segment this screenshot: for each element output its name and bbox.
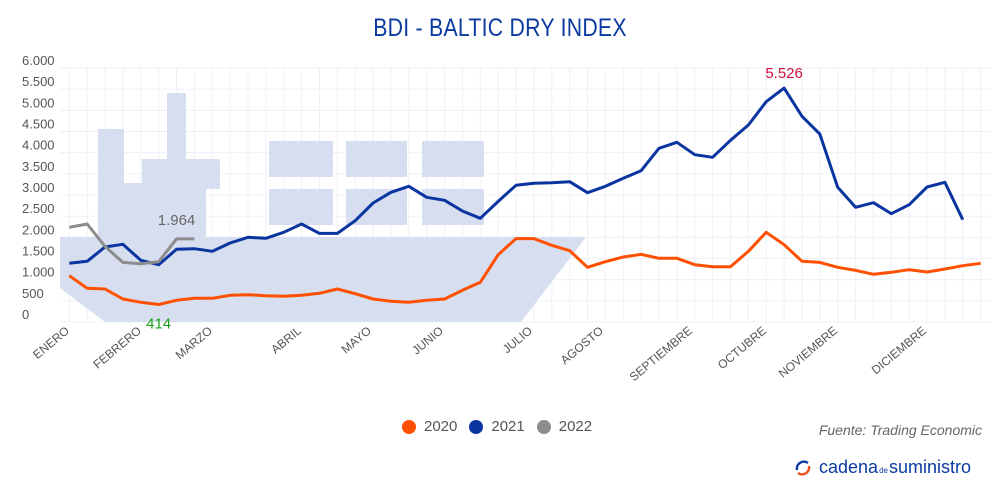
- series-line-2022: [69, 222, 195, 266]
- y-tick-label: 1.000: [22, 265, 55, 280]
- logo-text: suministro: [888, 457, 971, 477]
- data-annotation: 5.526: [765, 65, 803, 82]
- ship-block: [98, 129, 124, 237]
- x-month-label: MARZO: [173, 324, 215, 363]
- y-tick-label: 3.000: [22, 180, 55, 195]
- y-tick-label: 500: [22, 286, 44, 301]
- ship-block: [346, 141, 407, 177]
- x-month-label: JULIO: [500, 324, 535, 357]
- y-tick-label: 2.000: [22, 222, 55, 237]
- ship-block: [269, 189, 333, 225]
- line-chart: 0 500 1.000 1.500 2.000 2.500 3.000 3.500 4.000 4…: [22, 53, 990, 384]
- legend: 2020 2021 2022: [402, 418, 592, 435]
- ship-block: [167, 93, 186, 237]
- x-month-label: JUNIO: [409, 324, 446, 358]
- x-month-label: NOVIEMBRE: [776, 324, 840, 381]
- y-tick-label: 2.500: [22, 201, 55, 216]
- ship-hull: [60, 237, 586, 322]
- ship-block: [186, 159, 220, 189]
- x-month-label: ABRIL: [268, 323, 304, 356]
- y-tick-label: 1.500: [22, 244, 55, 259]
- logo-text: cadena: [819, 457, 879, 477]
- x-month-label: FEBRERO: [90, 324, 143, 372]
- legend-marker: [402, 419, 416, 434]
- legend-label: 2022: [558, 418, 593, 435]
- chart-title: BDI - BALTIC DRY INDEX: [373, 14, 627, 42]
- x-month-label: MAYO: [339, 324, 374, 357]
- y-tick-label: 4.000: [22, 138, 55, 153]
- data-annotation: 414: [146, 315, 171, 332]
- legend-item-2021[interactable]: 2021: [469, 418, 525, 435]
- source-note: Fuente: Trading Economic: [818, 422, 982, 438]
- legend-marker: [469, 419, 484, 434]
- y-tick-label: 3.500: [22, 159, 55, 174]
- cycle-arrows-icon: [795, 459, 811, 476]
- ship-silhouette-background: [60, 93, 586, 322]
- ship-block: [124, 183, 142, 237]
- legend-item-2022[interactable]: 2022: [536, 418, 593, 435]
- legend-marker: [536, 419, 551, 434]
- series-line-2021: [69, 86, 965, 267]
- legend-label: 2020: [424, 418, 458, 435]
- data-annotation: 1.964: [158, 212, 196, 229]
- x-month-label: DICIEMBRE: [869, 324, 929, 378]
- logo-text-small: de: [879, 466, 888, 475]
- y-tick-label: 5.000: [22, 95, 55, 110]
- legend-item-2020[interactable]: 2020: [402, 418, 457, 435]
- x-month-label: SEPTIEMBRE: [627, 324, 695, 384]
- x-month-label: AGOSTO: [558, 324, 606, 368]
- series-line-2020: [68, 230, 981, 306]
- ship-block: [269, 141, 333, 177]
- ship-block: [142, 159, 167, 237]
- legend-label: 2021: [491, 418, 525, 435]
- y-tick-label: 6.000: [22, 53, 55, 68]
- x-month-label: ENERO: [30, 324, 72, 362]
- y-tick-label: 4.500: [22, 117, 55, 132]
- x-month-label: OCTUBRE: [715, 324, 769, 372]
- ship-block: [186, 189, 206, 237]
- y-tick-label: 0: [22, 307, 29, 322]
- brand-logo: cadenadesuministro: [793, 457, 971, 478]
- ship-block: [422, 141, 484, 177]
- y-tick-label: 5.500: [22, 74, 55, 89]
